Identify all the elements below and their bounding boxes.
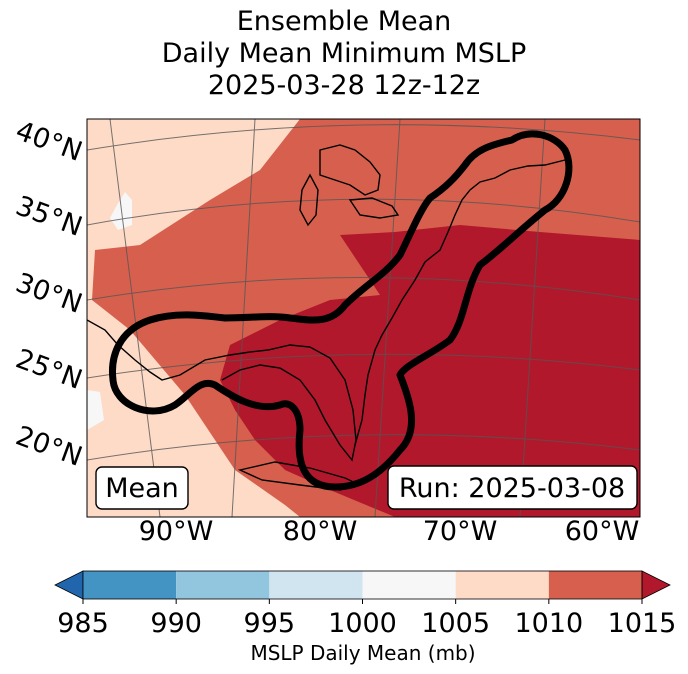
colorbar-bin: [456, 571, 549, 599]
colorbar-tick-label: 1010: [514, 608, 583, 639]
colorbar-extend-high: [642, 571, 670, 599]
colorbar-tick-label: 990: [150, 608, 202, 639]
lon-label: 90°W: [139, 516, 214, 547]
lon-label: 60°W: [565, 516, 640, 547]
colorbar-tick-label: 1015: [608, 608, 677, 639]
colorbar: 985 990 995 1000 1005 1010 1015: [55, 571, 676, 639]
lat-label: 20°N: [12, 420, 87, 472]
mean-label: Mean: [105, 473, 179, 504]
run-label: Run: 2025-03-08: [399, 473, 625, 504]
colorbar-tick-label: 1000: [328, 608, 397, 639]
colorbar-bin: [363, 571, 456, 599]
colorbar-label: MSLP Daily Mean (mb): [250, 641, 475, 665]
colorbar-bin: [176, 571, 269, 599]
colorbar-tick-label: 1005: [421, 608, 490, 639]
colorbar-tick-label: 985: [57, 608, 109, 639]
colorbar-bin: [83, 571, 176, 599]
lon-label: 80°W: [283, 516, 358, 547]
lat-label: 25°N: [12, 343, 87, 395]
colorbar-bin: [269, 571, 362, 599]
lon-label: 70°W: [423, 516, 498, 547]
lat-label: 40°N: [12, 115, 87, 167]
colorbar-extend-low: [55, 571, 83, 599]
map-area: [87, 119, 640, 517]
colorbar-bin: [549, 571, 642, 599]
lat-label: 30°N: [12, 267, 87, 319]
colorbar-tick-label: 995: [244, 608, 296, 639]
lat-label: 35°N: [12, 190, 87, 242]
chart-svg: 40°N 35°N 30°N 25°N 20°N 90°W 80°W 70°W …: [0, 0, 688, 674]
